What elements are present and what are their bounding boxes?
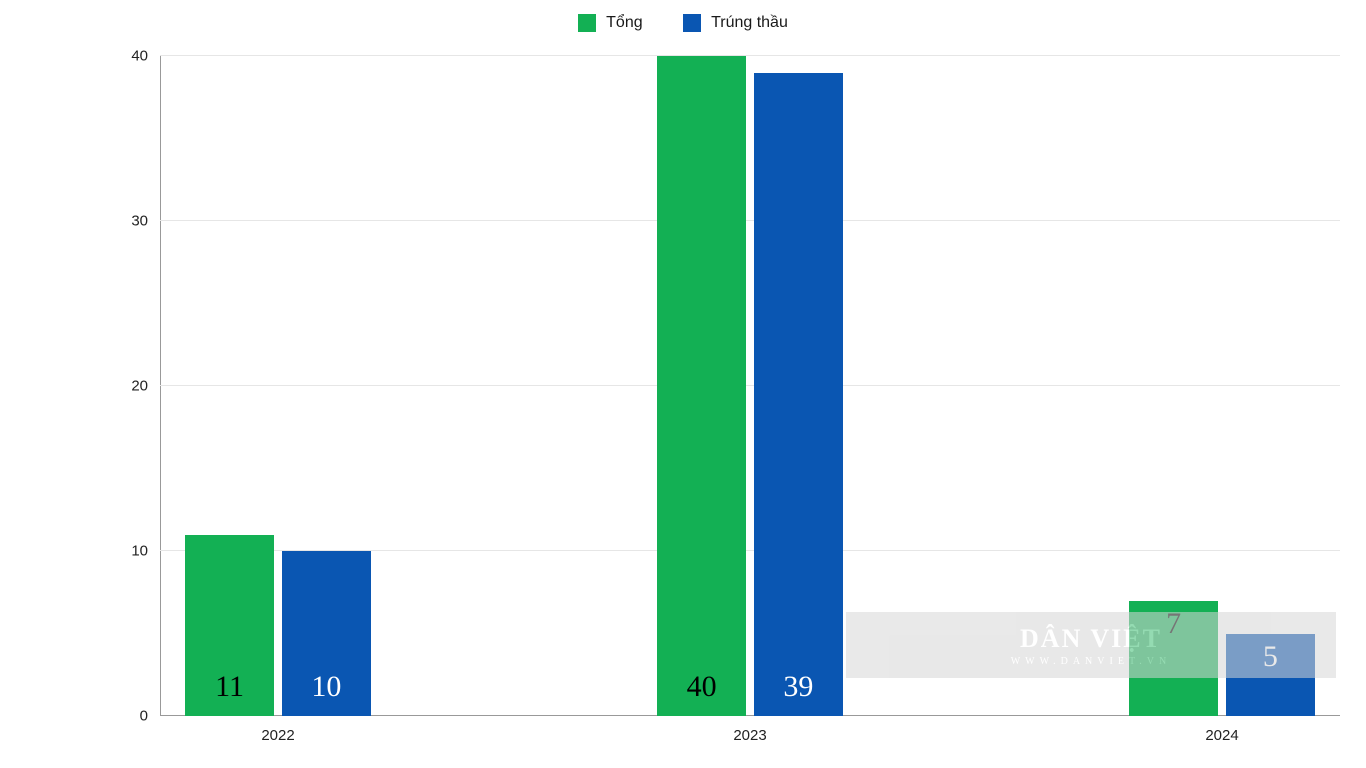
bar-value-label: 40 — [657, 670, 747, 704]
y-tick-label: 40 — [131, 48, 148, 65]
bar-value-label: 10 — [282, 670, 372, 704]
watermark-line2: WWW.DANVIET.VN — [1011, 656, 1172, 667]
legend: Tổng Trúng thầu — [0, 14, 1366, 37]
y-tick-label: 30 — [131, 213, 148, 230]
bar-value-label: 11 — [185, 670, 275, 704]
legend-item-tong: Tổng — [578, 14, 642, 32]
y-tick-label: 10 — [131, 543, 148, 560]
bar-tong: 40 — [657, 56, 747, 716]
legend-swatch-trung-thau — [683, 14, 701, 32]
legend-label-trung-thau: Trúng thầu — [711, 14, 788, 32]
x-tick-label: 2022 — [261, 727, 294, 744]
y-tick-label: 0 — [140, 708, 148, 725]
bar-trung_thau: 10 — [282, 551, 372, 716]
bar-value-label: 39 — [754, 670, 844, 704]
chart-container: Tổng Trúng thầu 010203040202220232024111… — [0, 0, 1366, 768]
gridline — [160, 220, 1340, 221]
y-tick-label: 20 — [131, 378, 148, 395]
x-tick-label: 2023 — [733, 727, 766, 744]
gridline — [160, 385, 1340, 386]
y-axis-line — [160, 56, 161, 716]
watermark: DÂN VIỆT WWW.DANVIET.VN — [846, 612, 1336, 678]
gridline — [160, 55, 1340, 56]
legend-swatch-tong — [578, 14, 596, 32]
legend-label-tong: Tổng — [606, 14, 642, 32]
bar-tong: 11 — [185, 535, 275, 717]
x-tick-label: 2024 — [1205, 727, 1238, 744]
legend-item-trung-thau: Trúng thầu — [683, 14, 788, 32]
bar-trung_thau: 39 — [754, 73, 844, 717]
watermark-line1: DÂN VIỆT — [1020, 624, 1162, 654]
